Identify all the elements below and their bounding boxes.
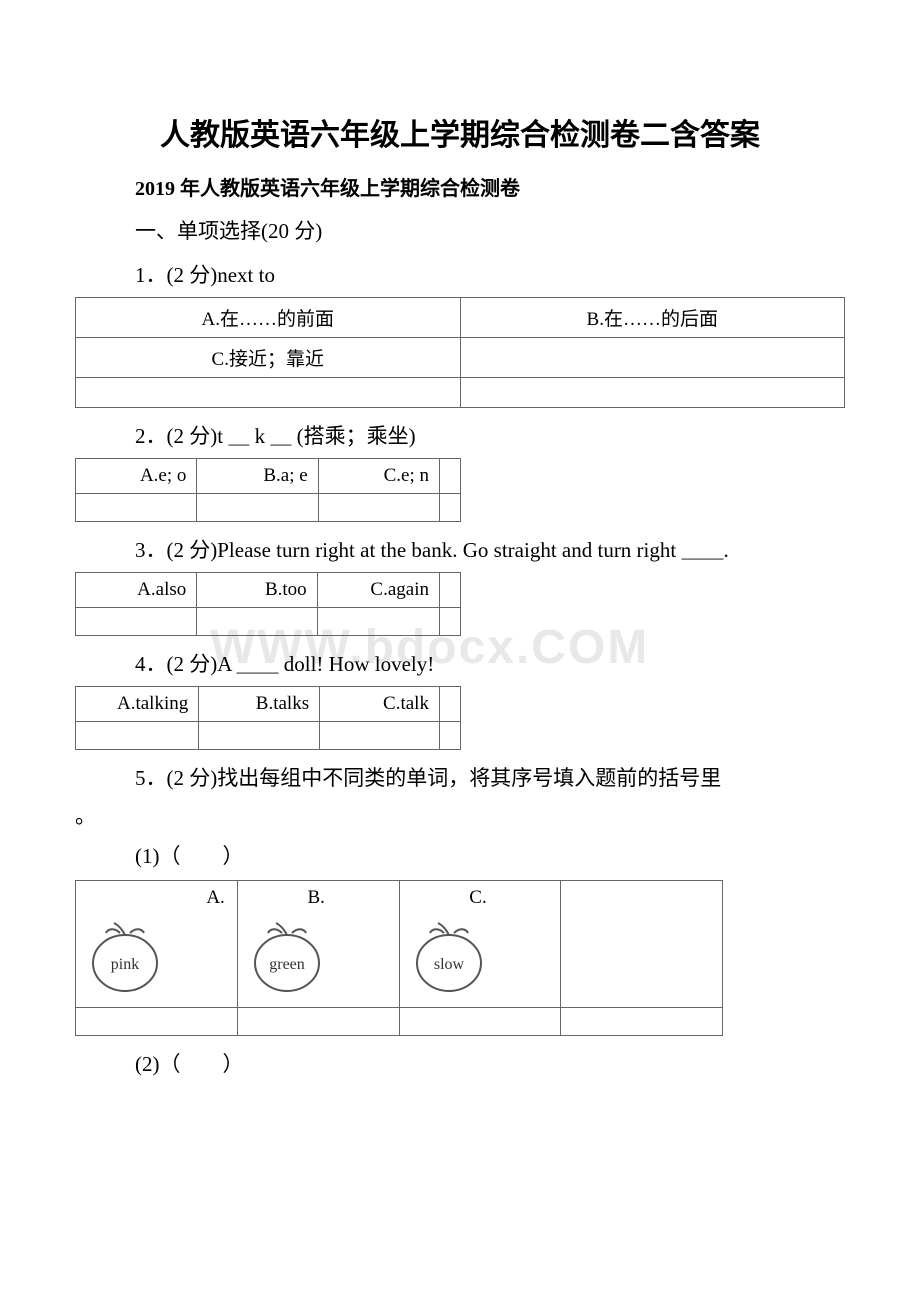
q4-blank-4 [439, 722, 460, 750]
q1-empty-cell [460, 338, 845, 378]
question-2-stem: 2．(2 分)t ＿ k ＿ (搭乘；乘坐) [135, 420, 845, 450]
q1-blank-2 [460, 378, 845, 408]
section-heading-1: 一、单项选择(20 分) [135, 215, 845, 245]
q5-b-label: B. [246, 887, 391, 909]
q3-option-b: B.too [197, 573, 317, 608]
question-4-options: A.talking B.talks C.talk [75, 686, 461, 750]
question-1-options: A.在……的前面 B.在……的后面 C.接近；靠近 [75, 297, 845, 408]
q3-blank-3 [317, 608, 439, 636]
q3-narrow [439, 573, 460, 608]
fruit-icon-pink: pink [84, 915, 166, 1001]
q3-option-c: C.again [317, 573, 439, 608]
q4-blank-1 [76, 722, 199, 750]
q4-blank-2 [199, 722, 320, 750]
q3-option-a: A.also [76, 573, 197, 608]
q4-blank-3 [320, 722, 440, 750]
question-5-sub2: (2)（ ） [135, 1048, 845, 1078]
q3-blank-1 [76, 608, 197, 636]
q2-option-a: A.e; o [76, 459, 197, 494]
q5-option-c: C. slow [399, 881, 561, 1008]
q3-blank-2 [197, 608, 317, 636]
subtitle: 2019 年人教版英语六年级上学期综合检测卷 [135, 172, 845, 201]
q4-option-a: A.talking [76, 687, 199, 722]
question-3-stem: 3．(2 分)Please turn right at the bank. Go… [135, 534, 845, 564]
svg-text:pink: pink [111, 956, 139, 973]
q4-option-c: C.talk [320, 687, 440, 722]
document-body: 人教版英语六年级上学期综合检测卷二含答案 2019 年人教版英语六年级上学期综合… [75, 110, 845, 1078]
question-5-sub1: (1)（ ） [135, 840, 845, 870]
question-3-options: A.also B.too C.again [75, 572, 461, 636]
q5-option-b: B. green [237, 881, 399, 1008]
svg-text:green: green [269, 956, 305, 973]
q5-c-label: C. [408, 887, 553, 909]
fruit-icon-green: green [246, 915, 328, 1001]
q4-option-b: B.talks [199, 687, 320, 722]
q5-a-label: A. [84, 887, 229, 909]
q5-blank-4 [561, 1008, 723, 1036]
q1-option-c: C.接近；靠近 [76, 338, 461, 378]
q2-narrow [439, 459, 460, 494]
q2-option-c: C.e; n [318, 459, 439, 494]
page-title: 人教版英语六年级上学期综合检测卷二含答案 [75, 110, 845, 154]
question-5-options: A. pink B. [75, 880, 723, 1036]
question-5-stem: 5．(2 分)找出每组中不同类的单词，将其序号填入题前的括号里 [135, 762, 845, 792]
q1-blank-1 [76, 378, 461, 408]
q4-narrow [439, 687, 460, 722]
question-1-stem: 1．(2 分)next to [135, 259, 845, 289]
question-4-stem: 4．(2 分)A ＿＿ doll! How lovely! [135, 648, 845, 678]
q5-blank-1 [76, 1008, 238, 1036]
fruit-icon-slow: slow [408, 915, 490, 1001]
q2-blank-3 [318, 494, 439, 522]
q5-blank-3 [399, 1008, 561, 1036]
q2-blank-1 [76, 494, 197, 522]
svg-text:slow: slow [433, 956, 464, 973]
question-2-options: A.e; o B.a; e C.e; n [75, 458, 461, 522]
q2-blank-2 [197, 494, 318, 522]
question-5-tail: 。 [75, 800, 845, 830]
q1-option-b: B.在……的后面 [460, 298, 845, 338]
q3-blank-4 [439, 608, 460, 636]
q5-empty-cell [561, 881, 723, 1008]
q2-blank-4 [439, 494, 460, 522]
q2-option-b: B.a; e [197, 459, 318, 494]
q5-blank-2 [237, 1008, 399, 1036]
q5-option-a: A. pink [76, 881, 238, 1008]
q1-option-a: A.在……的前面 [76, 298, 461, 338]
